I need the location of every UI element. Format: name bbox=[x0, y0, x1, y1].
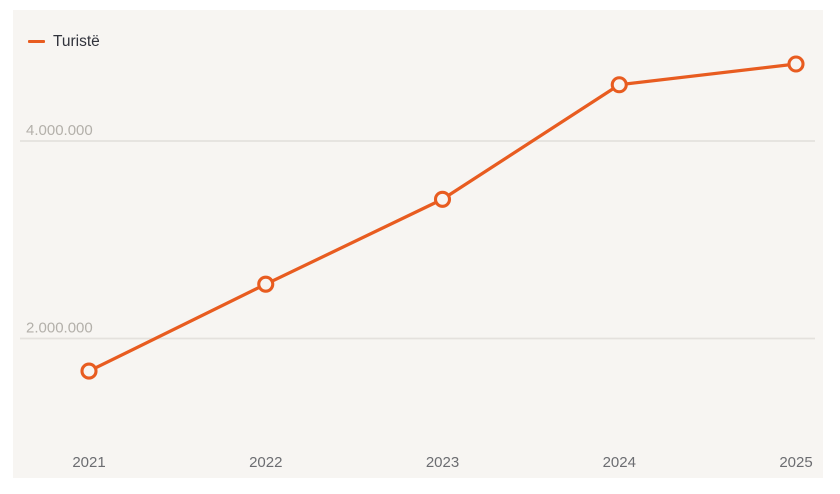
data-point-2023[interactable] bbox=[433, 190, 452, 208]
line-chart: 2.000.000 4.000.000 2021 2022 2023 2024 2025 bbox=[20, 55, 815, 471]
legend-label: Turistë bbox=[53, 33, 100, 50]
data-point-2024[interactable] bbox=[610, 76, 628, 94]
x-tick-label-2021: 2021 bbox=[72, 454, 105, 471]
y-tick-label-2000000: 2.000.000 bbox=[26, 319, 93, 336]
series-line-turistë bbox=[87, 62, 798, 373]
data-point-2021[interactable] bbox=[80, 362, 98, 380]
data-point-2025[interactable] bbox=[787, 55, 805, 73]
data-point-2022[interactable] bbox=[257, 275, 275, 293]
legend-line-swatch bbox=[28, 40, 45, 44]
x-tick-label-2024: 2024 bbox=[603, 454, 636, 471]
x-tick-label-2023: 2023 bbox=[426, 454, 459, 471]
x-tick-label-2022: 2022 bbox=[249, 454, 282, 471]
chart-panel: Turistë 2.000.000 4.000.000 2021 2022 2023 20… bbox=[13, 10, 823, 478]
legend[interactable]: Turistë bbox=[28, 34, 100, 50]
x-tick-label-2025: 2025 bbox=[779, 454, 812, 471]
y-tick-label-4000000: 4.000.000 bbox=[26, 122, 93, 139]
